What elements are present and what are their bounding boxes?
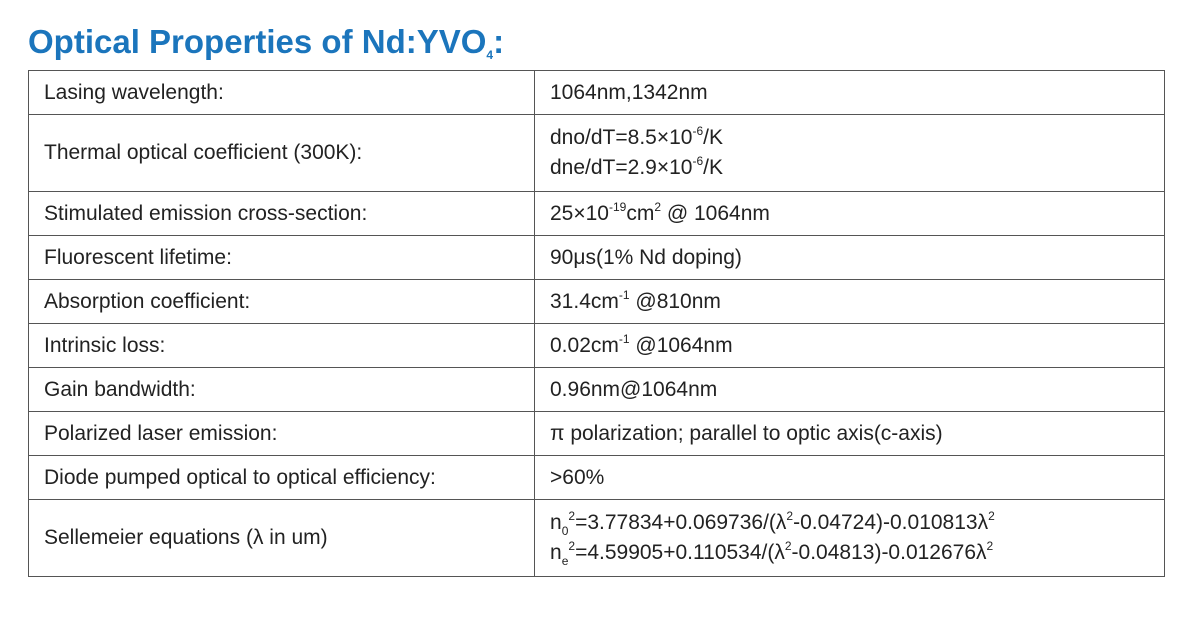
text-run: π polarization; parallel to optic axis(c…: [550, 421, 943, 445]
text-run: 31.4cm: [550, 289, 619, 313]
property-label: Thermal optical coefficient (300K):: [28, 114, 535, 192]
property-label: Intrinsic loss:: [28, 323, 535, 368]
text-run: 0.96nm@1064nm: [550, 377, 718, 401]
property-value: π polarization; parallel to optic axis(c…: [534, 411, 1165, 456]
text-run: 2: [654, 199, 662, 214]
property-label: Diode pumped optical to optical efficien…: [28, 455, 535, 500]
property-value: 90μs(1% Nd doping): [534, 235, 1165, 280]
text-run: -6: [692, 124, 704, 138]
property-value: 1064nm,1342nm: [534, 70, 1165, 115]
value-line: 90μs(1% Nd doping): [550, 243, 1164, 273]
property-label: Lasing wavelength:: [28, 70, 535, 115]
text-run: -19: [608, 199, 627, 214]
text-run: 2: [568, 539, 576, 553]
value-line: 25×10-19cm2 @ 1064nm: [550, 199, 1164, 229]
text-run: :: [493, 23, 505, 60]
value-line: 1064nm,1342nm: [550, 78, 1164, 108]
text-run: dne/dT=2.9×10: [550, 156, 693, 179]
property-label: Gain bandwidth:: [28, 367, 535, 412]
title: Optical Properties of Nd:YVO4:: [28, 20, 504, 64]
text-run: 1064nm,1342nm: [550, 80, 708, 104]
text-run: 25×10: [550, 201, 609, 225]
property-label: Polarized laser emission:: [28, 411, 535, 456]
value-line: dno/dT=8.5×10-6/K: [550, 123, 1164, 153]
property-label: Sellemeier equations (λ in um): [28, 499, 535, 577]
text-run: =4.59905+0.110534/(λ: [575, 541, 785, 564]
text-run: >60%: [550, 465, 605, 489]
properties-table: Lasing wavelength: 1064nm,1342nm Thermal o…: [28, 70, 1165, 577]
text-run: e: [561, 554, 569, 568]
property-value: 25×10-19cm2 @ 1064nm: [534, 191, 1165, 236]
table-row: Intrinsic loss: 0.02cm-1 @1064nm: [28, 323, 1165, 368]
text-run: 2: [986, 539, 994, 553]
table-row: Fluorescent lifetime: 90μs(1% Nd doping): [28, 235, 1165, 280]
value-line: ne2=4.59905+0.110534/(λ2-0.04813)-0.0126…: [550, 538, 1164, 568]
table-row: Diode pumped optical to optical efficien…: [28, 455, 1165, 500]
table-row: Absorption coefficient: 31.4cm-1 @810nm: [28, 279, 1165, 324]
table-row: Gain bandwidth: 0.96nm@1064nm: [28, 367, 1165, 412]
text-run: n: [550, 511, 562, 534]
value-line: dne/dT=2.9×10-6/K: [550, 153, 1164, 183]
table-row: Polarized laser emission: π polarization;…: [28, 411, 1165, 456]
text-run: 4: [486, 48, 494, 62]
value-line: >60%: [550, 463, 1164, 493]
text-run: Optical Properties of Nd:YVO: [28, 23, 487, 60]
value-line: 31.4cm-1 @810nm: [550, 287, 1164, 317]
text-run: -1: [618, 331, 630, 346]
property-value: 31.4cm-1 @810nm: [534, 279, 1165, 324]
text-run: 2: [568, 509, 576, 523]
table-row: Sellemeier equations (λ in um) n02=3.7783…: [28, 499, 1165, 577]
property-label: Stimulated emission cross-section:: [28, 191, 535, 236]
text-run: -6: [692, 154, 704, 168]
property-value: dno/dT=8.5×10-6/K dne/dT=2.9×10-6/K: [534, 114, 1165, 192]
value-line: n02=3.77834+0.069736/(λ2-0.04724)-0.0108…: [550, 508, 1164, 538]
text-run: 0.02cm: [550, 333, 619, 357]
property-value: n02=3.77834+0.069736/(λ2-0.04724)-0.0108…: [534, 499, 1165, 577]
text-run: -1: [618, 287, 630, 302]
text-run: 2: [786, 509, 794, 523]
text-run: 90μs(1% Nd doping): [550, 245, 742, 269]
property-label: Absorption coefficient:: [28, 279, 535, 324]
text-run: @ 1064nm: [661, 201, 770, 225]
text-run: @1064nm: [629, 333, 733, 357]
text-run: -0.04724)-0.010813λ: [793, 511, 989, 534]
property-label: Fluorescent lifetime:: [28, 235, 535, 280]
text-run: dno/dT=8.5×10: [550, 126, 693, 149]
text-run: n: [550, 541, 562, 564]
text-run: =3.77834+0.069736/(λ: [575, 511, 787, 534]
text-run: 2: [784, 539, 792, 553]
table-row: Stimulated emission cross-section: 25×10-…: [28, 191, 1165, 236]
value-line: 0.02cm-1 @1064nm: [550, 331, 1164, 361]
value-line: 0.96nm@1064nm: [550, 375, 1164, 405]
text-run: /K: [703, 126, 723, 149]
table-row: Lasing wavelength: 1064nm,1342nm: [28, 70, 1165, 115]
text-run: /K: [703, 156, 723, 179]
property-value: 0.02cm-1 @1064nm: [534, 323, 1165, 368]
text-run: -0.04813)-0.012676λ: [791, 541, 987, 564]
table-row: Thermal optical coefficient (300K): dno/d…: [28, 114, 1165, 192]
text-run: @810nm: [629, 289, 721, 313]
property-value: >60%: [534, 455, 1165, 500]
text-run: cm: [626, 201, 655, 225]
value-line: π polarization; parallel to optic axis(c…: [550, 419, 1164, 449]
property-value: 0.96nm@1064nm: [534, 367, 1165, 412]
text-run: 0: [561, 524, 569, 538]
text-run: 2: [988, 509, 995, 523]
